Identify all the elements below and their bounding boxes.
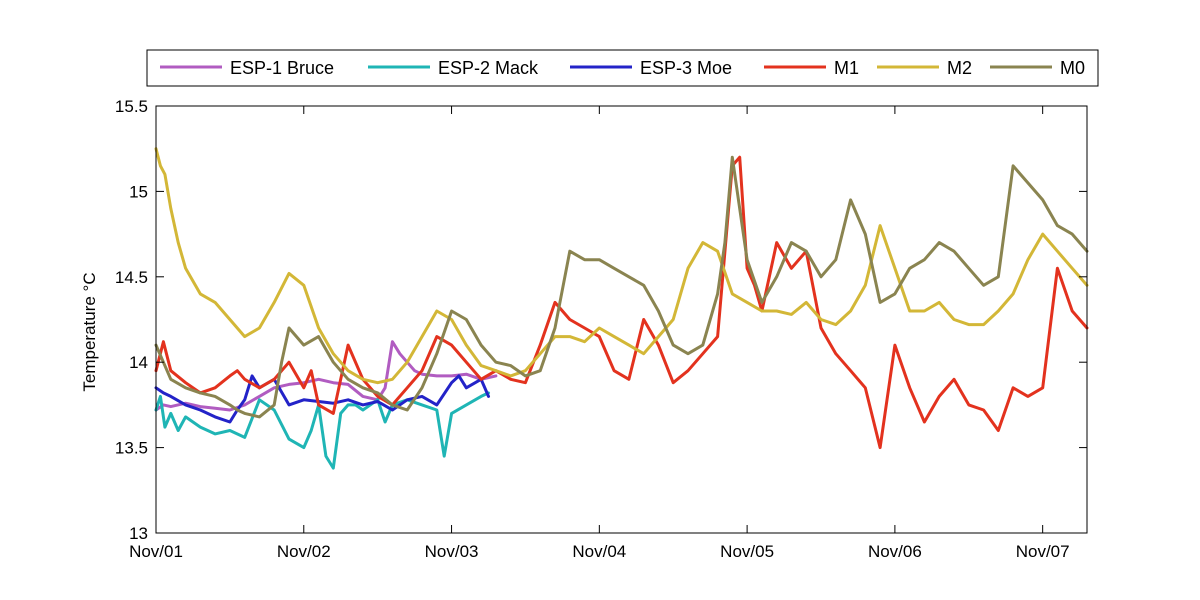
series-line-3 [154, 155, 1089, 450]
legend: ESP-1 Bruce ESP-2 Mack ESP-3 Moe M1 M2 M0 [146, 49, 1099, 87]
series-layer [154, 147, 1089, 470]
y-tick-label: 15.5 [115, 97, 148, 116]
legend-label-1: ESP-2 Mack [438, 58, 539, 78]
series-line-1 [154, 391, 490, 470]
series-line-2 [154, 374, 490, 424]
legend-label-2: ESP-3 Moe [640, 58, 732, 78]
series-line-5 [154, 155, 1089, 419]
series-line-4 [154, 147, 1089, 385]
legend-label-4: M2 [947, 58, 972, 78]
axes-frame [155, 105, 1088, 534]
x-tick-label: Nov/01 [129, 542, 183, 561]
x-tick-label: Nov/02 [277, 542, 331, 561]
y-tick-label: 14 [129, 353, 148, 372]
legend-label-3: M1 [834, 58, 859, 78]
legend-label-5: M0 [1060, 58, 1085, 78]
x-tick-label: Nov/06 [868, 542, 922, 561]
y-tick-label: 15 [129, 182, 148, 201]
x-tick-label: Nov/04 [572, 542, 626, 561]
y-tick-label: 13.5 [115, 439, 148, 458]
x-tick-label: Nov/05 [720, 542, 774, 561]
plot-area [156, 106, 1087, 533]
plot-background [156, 106, 1087, 533]
y-axis-label: Temperature °C [80, 272, 99, 391]
y-tick-label: 14.5 [115, 268, 148, 287]
legend-label-0: ESP-1 Bruce [230, 58, 334, 78]
y-tick-label: 13 [129, 524, 148, 543]
x-tick-label: Nov/07 [1016, 542, 1070, 561]
x-tick-label: Nov/03 [425, 542, 479, 561]
axes-layer: Nov/01 Nov/02 Nov/03 Nov/04 Nov/05 Nov/06 Nov/… [115, 97, 1088, 561]
